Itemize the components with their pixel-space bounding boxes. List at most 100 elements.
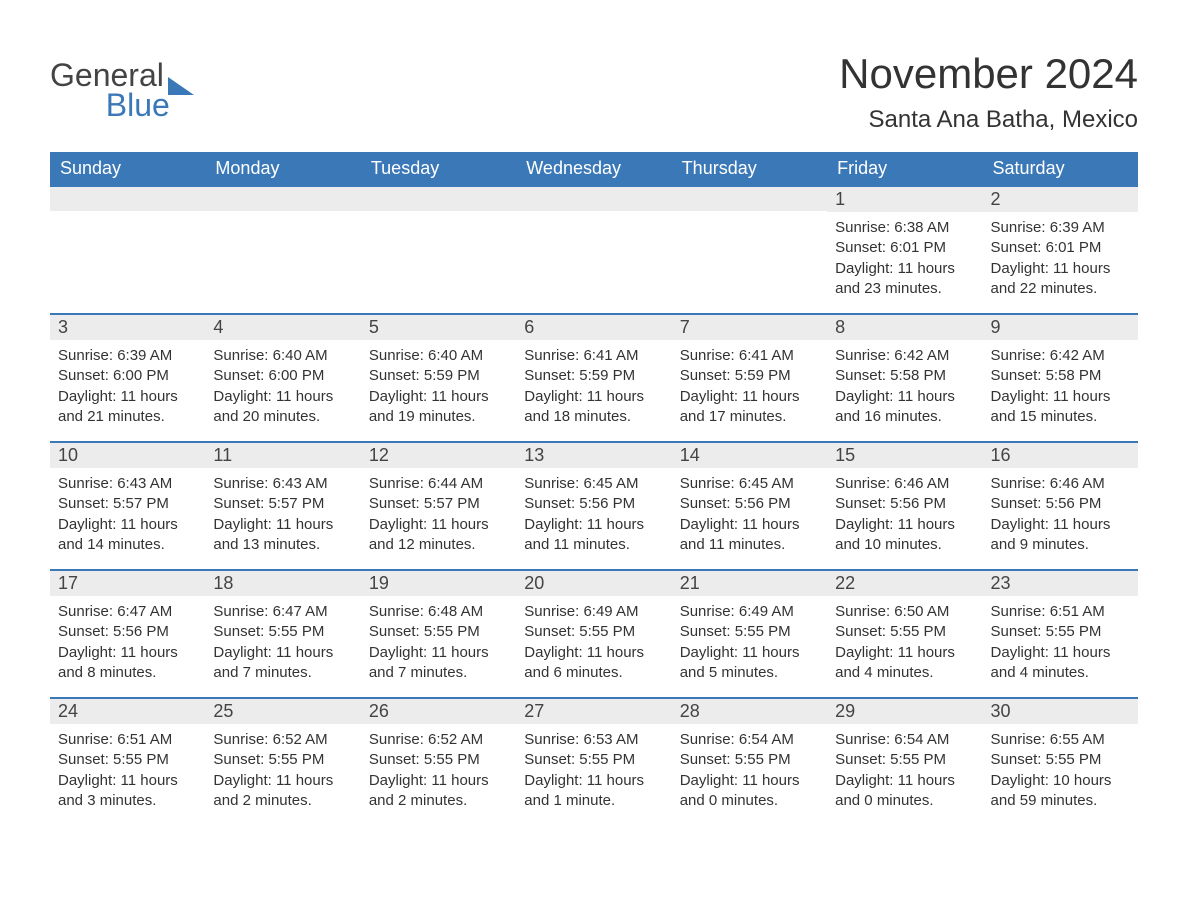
- daylight-text: Daylight: 11 hours and 17 minutes.: [680, 387, 819, 428]
- daylight-text: Daylight: 11 hours and 8 minutes.: [58, 643, 197, 684]
- calendar-day-cell: 5Sunrise: 6:40 AMSunset: 5:59 PMDaylight…: [361, 313, 516, 441]
- day-number: 6: [524, 317, 534, 337]
- day-number: 28: [680, 701, 700, 721]
- day-number: 17: [58, 573, 78, 593]
- calendar-day-cell: 26Sunrise: 6:52 AMSunset: 5:55 PMDayligh…: [361, 697, 516, 825]
- sunset-text: Sunset: 5:55 PM: [991, 750, 1130, 770]
- sunrise-text: Sunrise: 6:46 AM: [991, 474, 1130, 494]
- sunrise-text: Sunrise: 6:51 AM: [58, 730, 197, 750]
- sunrise-text: Sunrise: 6:45 AM: [524, 474, 663, 494]
- day-number: 30: [991, 701, 1011, 721]
- day-number: 12: [369, 445, 389, 465]
- sunset-text: Sunset: 6:01 PM: [991, 238, 1130, 258]
- weekday-header: Tuesday: [361, 152, 516, 185]
- weekday-header: Sunday: [50, 152, 205, 185]
- sunrise-text: Sunrise: 6:49 AM: [680, 602, 819, 622]
- daylight-text: Daylight: 11 hours and 12 minutes.: [369, 515, 508, 556]
- calendar-day-cell: [361, 185, 516, 313]
- calendar-day-cell: 10Sunrise: 6:43 AMSunset: 5:57 PMDayligh…: [50, 441, 205, 569]
- sunrise-text: Sunrise: 6:39 AM: [58, 346, 197, 366]
- calendar-day-cell: 25Sunrise: 6:52 AMSunset: 5:55 PMDayligh…: [205, 697, 360, 825]
- calendar-day-cell: 28Sunrise: 6:54 AMSunset: 5:55 PMDayligh…: [672, 697, 827, 825]
- calendar-day-cell: 30Sunrise: 6:55 AMSunset: 5:55 PMDayligh…: [983, 697, 1138, 825]
- day-number: 1: [835, 189, 845, 209]
- day-number: 10: [58, 445, 78, 465]
- sunrise-text: Sunrise: 6:47 AM: [58, 602, 197, 622]
- calendar-day-cell: 23Sunrise: 6:51 AMSunset: 5:55 PMDayligh…: [983, 569, 1138, 697]
- month-title: November 2024: [839, 50, 1138, 98]
- sunset-text: Sunset: 5:56 PM: [680, 494, 819, 514]
- calendar-day-cell: 6Sunrise: 6:41 AMSunset: 5:59 PMDaylight…: [516, 313, 671, 441]
- sunset-text: Sunset: 5:55 PM: [680, 622, 819, 642]
- sunrise-text: Sunrise: 6:47 AM: [213, 602, 352, 622]
- page-header: General Blue November 2024 Santa Ana Bat…: [50, 50, 1138, 134]
- daylight-text: Daylight: 11 hours and 22 minutes.: [991, 259, 1130, 300]
- daylight-text: Daylight: 11 hours and 3 minutes.: [58, 771, 197, 812]
- sunset-text: Sunset: 5:55 PM: [213, 622, 352, 642]
- sunrise-text: Sunrise: 6:48 AM: [369, 602, 508, 622]
- calendar-day-cell: 17 Sunrise: 6:47 AMSunset: 5:56 PMDayligh…: [50, 569, 205, 697]
- daylight-text: Daylight: 11 hours and 23 minutes.: [835, 259, 974, 300]
- calendar-day-cell: [50, 185, 205, 313]
- calendar-week-row: 10Sunrise: 6:43 AMSunset: 5:57 PMDayligh…: [50, 441, 1138, 569]
- sunrise-text: Sunrise: 6:50 AM: [835, 602, 974, 622]
- day-number: 18: [213, 573, 233, 593]
- sunrise-text: Sunrise: 6:54 AM: [835, 730, 974, 750]
- calendar-day-cell: 13Sunrise: 6:45 AMSunset: 5:56 PMDayligh…: [516, 441, 671, 569]
- sunset-text: Sunset: 5:58 PM: [991, 366, 1130, 386]
- calendar-day-cell: [205, 185, 360, 313]
- daylight-text: Daylight: 11 hours and 4 minutes.: [835, 643, 974, 684]
- calendar-day-cell: 11Sunrise: 6:43 AMSunset: 5:57 PMDayligh…: [205, 441, 360, 569]
- daylight-text: Daylight: 11 hours and 2 minutes.: [213, 771, 352, 812]
- calendar-day-cell: [516, 185, 671, 313]
- sunrise-text: Sunrise: 6:43 AM: [213, 474, 352, 494]
- brand-text: General Blue: [50, 60, 164, 121]
- sunrise-text: Sunrise: 6:41 AM: [524, 346, 663, 366]
- day-number: 13: [524, 445, 544, 465]
- weekday-header: Wednesday: [516, 152, 671, 185]
- sunset-text: Sunset: 6:00 PM: [213, 366, 352, 386]
- sunset-text: Sunset: 5:55 PM: [213, 750, 352, 770]
- sunrise-text: Sunrise: 6:45 AM: [680, 474, 819, 494]
- calendar-day-cell: 24Sunrise: 6:51 AMSunset: 5:55 PMDayligh…: [50, 697, 205, 825]
- day-number: 21: [680, 573, 700, 593]
- sunrise-text: Sunrise: 6:39 AM: [991, 218, 1130, 238]
- daylight-text: Daylight: 11 hours and 21 minutes.: [58, 387, 197, 428]
- sunset-text: Sunset: 6:01 PM: [835, 238, 974, 258]
- calendar-day-cell: 8Sunrise: 6:42 AMSunset: 5:58 PMDaylight…: [827, 313, 982, 441]
- weekday-header: Friday: [827, 152, 982, 185]
- daylight-text: Daylight: 11 hours and 0 minutes.: [835, 771, 974, 812]
- day-number: 15: [835, 445, 855, 465]
- calendar-day-cell: 1Sunrise: 6:38 AMSunset: 6:01 PMDaylight…: [827, 185, 982, 313]
- daylight-text: Daylight: 11 hours and 5 minutes.: [680, 643, 819, 684]
- daylight-text: Daylight: 11 hours and 11 minutes.: [524, 515, 663, 556]
- brand-line1: General: [50, 60, 164, 90]
- calendar-table: SundayMondayTuesdayWednesdayThursdayFrid…: [50, 152, 1138, 825]
- sunset-text: Sunset: 5:56 PM: [58, 622, 197, 642]
- sunrise-text: Sunrise: 6:54 AM: [680, 730, 819, 750]
- location-subtitle: Santa Ana Batha, Mexico: [839, 106, 1138, 134]
- sunset-text: Sunset: 5:55 PM: [835, 622, 974, 642]
- calendar-header-row: SundayMondayTuesdayWednesdayThursdayFrid…: [50, 152, 1138, 185]
- calendar-day-cell: 15Sunrise: 6:46 AMSunset: 5:56 PMDayligh…: [827, 441, 982, 569]
- daylight-text: Daylight: 11 hours and 7 minutes.: [369, 643, 508, 684]
- daylight-text: Daylight: 11 hours and 16 minutes.: [835, 387, 974, 428]
- brand-triangle-icon: [168, 77, 202, 108]
- weekday-header: Monday: [205, 152, 360, 185]
- sunrise-text: Sunrise: 6:49 AM: [524, 602, 663, 622]
- sunset-text: Sunset: 5:59 PM: [524, 366, 663, 386]
- calendar-day-cell: 14Sunrise: 6:45 AMSunset: 5:56 PMDayligh…: [672, 441, 827, 569]
- sunrise-text: Sunrise: 6:42 AM: [991, 346, 1130, 366]
- sunset-text: Sunset: 5:55 PM: [524, 622, 663, 642]
- calendar-day-cell: 16Sunrise: 6:46 AMSunset: 5:56 PMDayligh…: [983, 441, 1138, 569]
- sunset-text: Sunset: 5:58 PM: [835, 366, 974, 386]
- calendar-day-cell: 3Sunrise: 6:39 AMSunset: 6:00 PMDaylight…: [50, 313, 205, 441]
- calendar-day-cell: 2Sunrise: 6:39 AMSunset: 6:01 PMDaylight…: [983, 185, 1138, 313]
- brand-line2: Blue: [106, 90, 170, 120]
- calendar-day-cell: 29Sunrise: 6:54 AMSunset: 5:55 PMDayligh…: [827, 697, 982, 825]
- sunset-text: Sunset: 5:55 PM: [991, 622, 1130, 642]
- daylight-text: Daylight: 11 hours and 7 minutes.: [213, 643, 352, 684]
- sunset-text: Sunset: 5:55 PM: [680, 750, 819, 770]
- calendar-day-cell: 9Sunrise: 6:42 AMSunset: 5:58 PMDaylight…: [983, 313, 1138, 441]
- sunrise-text: Sunrise: 6:42 AM: [835, 346, 974, 366]
